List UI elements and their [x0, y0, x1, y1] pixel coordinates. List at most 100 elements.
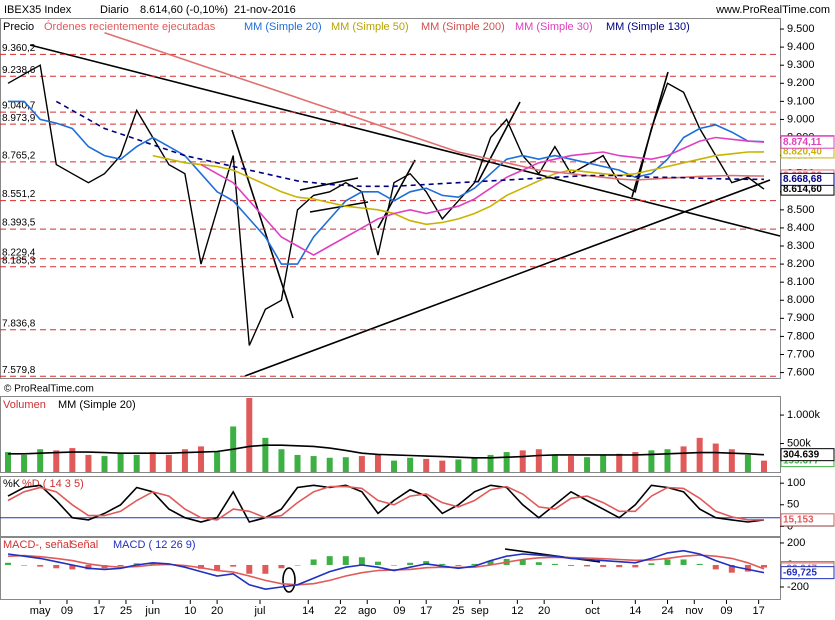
bar — [423, 458, 430, 472]
bar — [294, 454, 301, 472]
symbol: IBEX35 Index — [4, 4, 72, 16]
bar — [85, 454, 92, 472]
trend-line — [309, 201, 369, 213]
x-tick-label: 22 — [334, 605, 346, 617]
bar — [407, 457, 414, 472]
x-tick-label: 14 — [629, 605, 641, 617]
series-line — [7, 484, 765, 523]
bar — [680, 446, 687, 472]
series-line — [152, 151, 765, 226]
end-label: 8.614,60 — [783, 184, 822, 195]
bar — [53, 564, 60, 569]
y-tick-label: 500k — [787, 437, 811, 449]
x-tick-label: 25 — [120, 605, 132, 617]
trend-line — [231, 129, 294, 319]
bar — [744, 454, 751, 472]
end-label: -69,725 — [783, 567, 817, 578]
bar — [117, 564, 124, 567]
end-label-box — [780, 513, 835, 527]
bar — [391, 564, 398, 566]
bar — [391, 460, 398, 472]
bar — [584, 457, 591, 472]
bar — [551, 563, 558, 565]
bar — [326, 457, 333, 472]
y-tick-label: 9.500 — [787, 23, 815, 35]
volume-title: Volumen — [3, 399, 46, 411]
bar — [85, 564, 92, 570]
bar — [358, 557, 365, 565]
end-label-box — [780, 135, 835, 149]
d-legend: %D ( 14 3 5) — [22, 478, 84, 490]
k-legend: %K — [3, 478, 21, 490]
bar — [728, 564, 735, 573]
level-label: 8.551,2 — [2, 189, 36, 200]
x-tick-label: 17 — [93, 605, 105, 617]
bar — [278, 449, 285, 472]
bar — [149, 562, 156, 565]
x-tick-label: 17 — [420, 605, 432, 617]
bar — [519, 559, 526, 565]
bar — [567, 564, 574, 566]
x-tick-label: 25 — [452, 605, 464, 617]
y-tick-label: 8.400 — [787, 222, 815, 234]
series-line — [8, 444, 765, 459]
y-tick-label: 8.500 — [787, 204, 815, 216]
bar — [712, 564, 719, 570]
y-tick-label: 7.600 — [787, 366, 815, 378]
x-tick-label: sep — [471, 605, 489, 617]
x-tick-label: ago — [358, 605, 376, 617]
x-tick-label: 12 — [511, 605, 523, 617]
end-label-box — [780, 448, 835, 462]
price-panel — [0, 18, 781, 379]
x-tick-label: jul — [253, 605, 265, 617]
x-tick-label: 09 — [393, 605, 405, 617]
legend-orders: Órdenes recientemente ejecutadas — [44, 20, 216, 33]
legend-mm50: MM (Simple 50) — [331, 21, 409, 33]
y-tick-label: 7.700 — [787, 348, 815, 360]
end-label: 304.639 — [783, 449, 820, 460]
series-line — [7, 64, 765, 346]
y-tick-label: -200 — [787, 581, 809, 593]
bar — [310, 559, 317, 565]
bar — [696, 563, 703, 565]
y-tick-label: 7.800 — [787, 330, 815, 342]
bar — [407, 562, 414, 565]
x-tick-label: may — [30, 605, 51, 617]
bar — [616, 564, 623, 568]
series-line — [200, 136, 765, 257]
bar — [616, 453, 623, 472]
bar — [21, 454, 28, 472]
x-tick-label: 09 — [720, 605, 732, 617]
bar — [600, 454, 607, 472]
bar — [712, 443, 719, 472]
x-tick-label: nov — [685, 605, 703, 617]
bar — [342, 556, 349, 565]
bar — [165, 454, 172, 472]
x-tick-label: oct — [585, 605, 600, 617]
bar — [455, 459, 462, 472]
bar — [648, 450, 655, 472]
bar — [487, 560, 494, 565]
volume-ma-legend: MM (Simple 20) — [58, 399, 136, 411]
bar — [133, 563, 140, 565]
bar — [455, 564, 462, 566]
x-tick-label: 17 — [753, 605, 765, 617]
series-line — [7, 485, 765, 521]
y-tick-label: 8.100 — [787, 276, 815, 288]
level-label: 8.185,3 — [2, 255, 36, 266]
level-label: 7.579,8 — [2, 365, 36, 376]
y-tick-label: 9.400 — [787, 41, 815, 53]
bar — [101, 456, 108, 472]
bar — [664, 449, 671, 472]
bar — [680, 559, 687, 565]
y-tick-label: 9.000 — [787, 113, 815, 125]
y-tick-label: 1.000k — [787, 409, 821, 421]
y-tick-label: 50 — [787, 499, 799, 511]
x-tick-label: 20 — [211, 605, 223, 617]
bar — [246, 398, 253, 472]
bar — [230, 564, 237, 567]
y-tick-label: 7.900 — [787, 312, 815, 324]
bar — [117, 453, 124, 472]
bar — [632, 564, 639, 568]
